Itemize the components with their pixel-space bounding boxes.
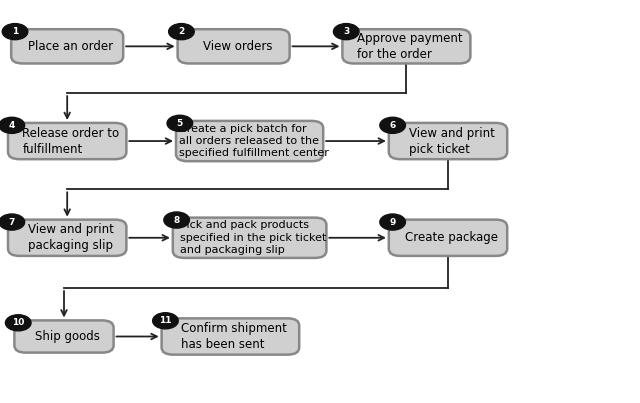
Circle shape [2,23,28,39]
FancyBboxPatch shape [177,29,289,63]
FancyBboxPatch shape [388,123,507,159]
Circle shape [333,23,359,39]
FancyBboxPatch shape [15,320,114,353]
Text: 2: 2 [179,27,184,36]
FancyBboxPatch shape [8,220,127,256]
Text: Confirm shipment
has been sent: Confirm shipment has been sent [181,322,287,351]
FancyBboxPatch shape [161,318,300,355]
Text: 1: 1 [12,27,18,36]
Circle shape [0,117,24,133]
Circle shape [0,214,24,230]
Text: 11: 11 [159,316,172,325]
Text: Create a pick batch for
all orders released to the
specified fulfillment center: Create a pick batch for all orders relea… [179,124,328,158]
Circle shape [380,214,406,230]
Text: Ship goods: Ship goods [35,330,100,343]
Circle shape [169,23,195,39]
Text: 7: 7 [9,218,15,226]
Text: Release order to
fulfillment: Release order to fulfillment [22,127,120,156]
Circle shape [152,313,178,329]
Text: 9: 9 [390,218,396,226]
Circle shape [164,212,189,228]
FancyBboxPatch shape [173,218,326,258]
Text: Approve payment
for the order: Approve payment for the order [357,32,463,61]
Circle shape [167,115,193,131]
Text: 8: 8 [173,216,180,224]
Text: 3: 3 [343,27,349,36]
Circle shape [380,117,406,133]
Text: View orders: View orders [203,40,272,53]
Text: View and print
packaging slip: View and print packaging slip [28,223,114,252]
FancyBboxPatch shape [12,29,123,63]
Text: View and print
pick ticket: View and print pick ticket [409,127,495,156]
Text: 5: 5 [177,119,183,128]
FancyBboxPatch shape [342,29,470,63]
Text: 4: 4 [9,121,15,130]
Text: Place an order: Place an order [28,40,114,53]
Text: 10: 10 [12,318,24,327]
Circle shape [6,315,31,331]
Text: Create package: Create package [405,231,499,244]
FancyBboxPatch shape [176,121,323,161]
FancyBboxPatch shape [388,220,507,256]
FancyBboxPatch shape [8,123,127,159]
Text: 6: 6 [390,121,396,130]
Text: Pick and pack products
specified in the pick ticket
and packaging slip: Pick and pack products specified in the … [180,220,326,255]
